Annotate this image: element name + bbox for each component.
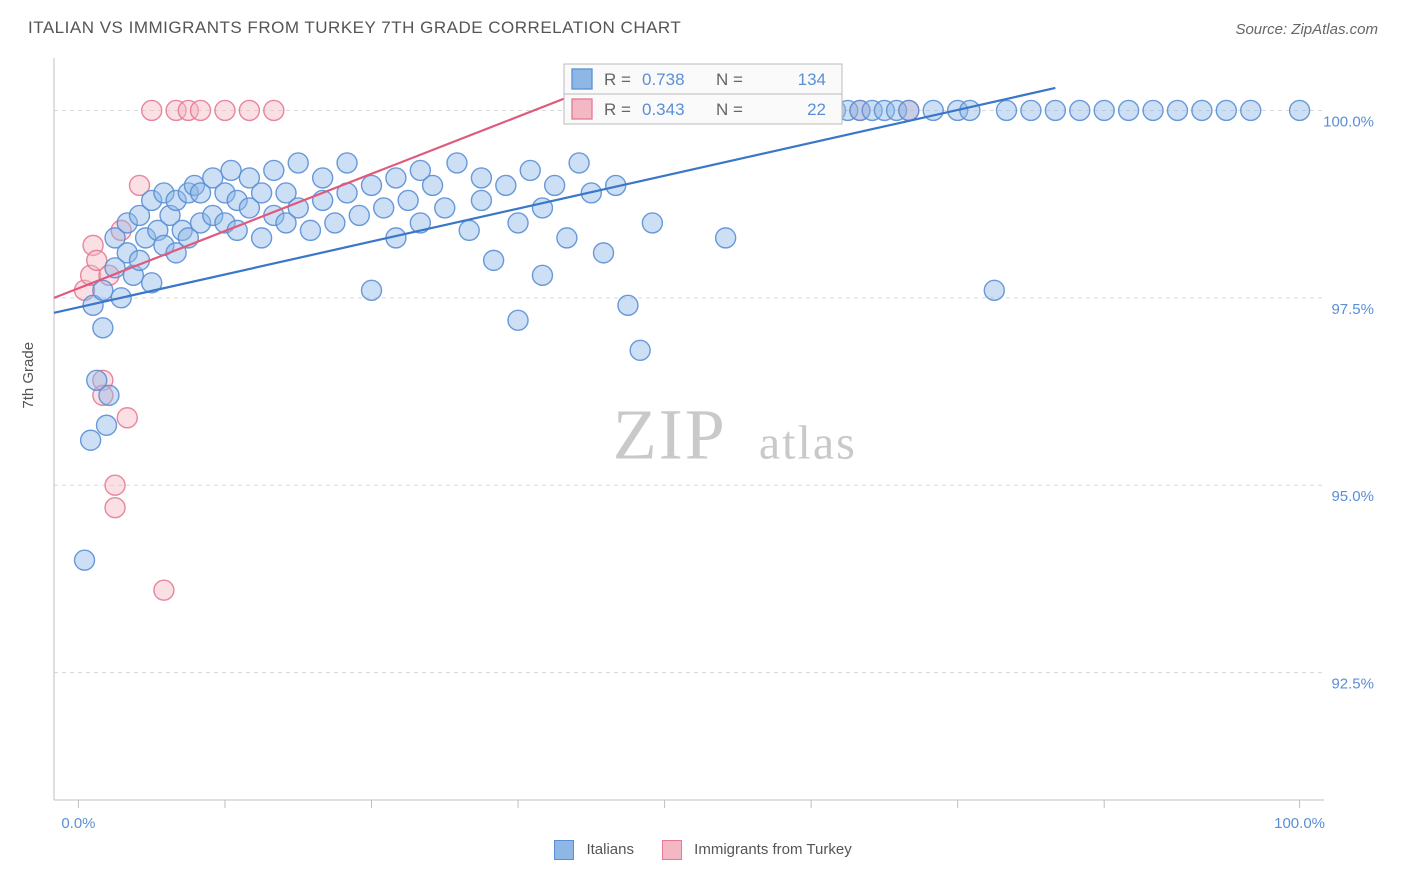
legend-label-turkey: Immigrants from Turkey: [694, 841, 852, 858]
legend-label-italians: Italians: [586, 841, 634, 858]
svg-text:92.5%: 92.5%: [1331, 676, 1374, 693]
svg-text:N =: N =: [716, 100, 743, 119]
svg-text:N =: N =: [716, 70, 743, 89]
bottom-legend: Italians Immigrants from Turkey: [0, 840, 1406, 860]
svg-text:R =: R =: [604, 70, 631, 89]
scatter-chart: 100.0% 97.5% 95.0% 92.5% 0.0% 100.0% ZIP atlas R…: [44, 52, 1378, 832]
legend-item-turkey: Immigrants from Turkey: [662, 840, 852, 860]
svg-text:R =: R =: [604, 100, 631, 119]
svg-text:97.5%: 97.5%: [1331, 301, 1374, 318]
svg-text:100.0%: 100.0%: [1323, 113, 1374, 130]
svg-text:0.0%: 0.0%: [61, 815, 95, 832]
source-label: Source: ZipAtlas.com: [1235, 21, 1378, 38]
svg-text:22: 22: [807, 100, 826, 119]
legend-swatch-italians: [554, 840, 574, 860]
svg-text:atlas: atlas: [759, 417, 857, 470]
legend-item-italians: Italians: [554, 840, 634, 860]
y-axis-label: 7th Grade: [20, 342, 37, 409]
svg-text:0.738: 0.738: [642, 70, 685, 89]
svg-text:100.0%: 100.0%: [1274, 815, 1325, 832]
legend-swatch-turkey: [662, 840, 682, 860]
svg-text:0.343: 0.343: [642, 100, 685, 119]
svg-text:134: 134: [798, 70, 826, 89]
chart-title: ITALIAN VS IMMIGRANTS FROM TURKEY 7TH GR…: [28, 18, 681, 38]
svg-text:95.0%: 95.0%: [1331, 488, 1374, 505]
svg-text:ZIP: ZIP: [613, 395, 727, 475]
